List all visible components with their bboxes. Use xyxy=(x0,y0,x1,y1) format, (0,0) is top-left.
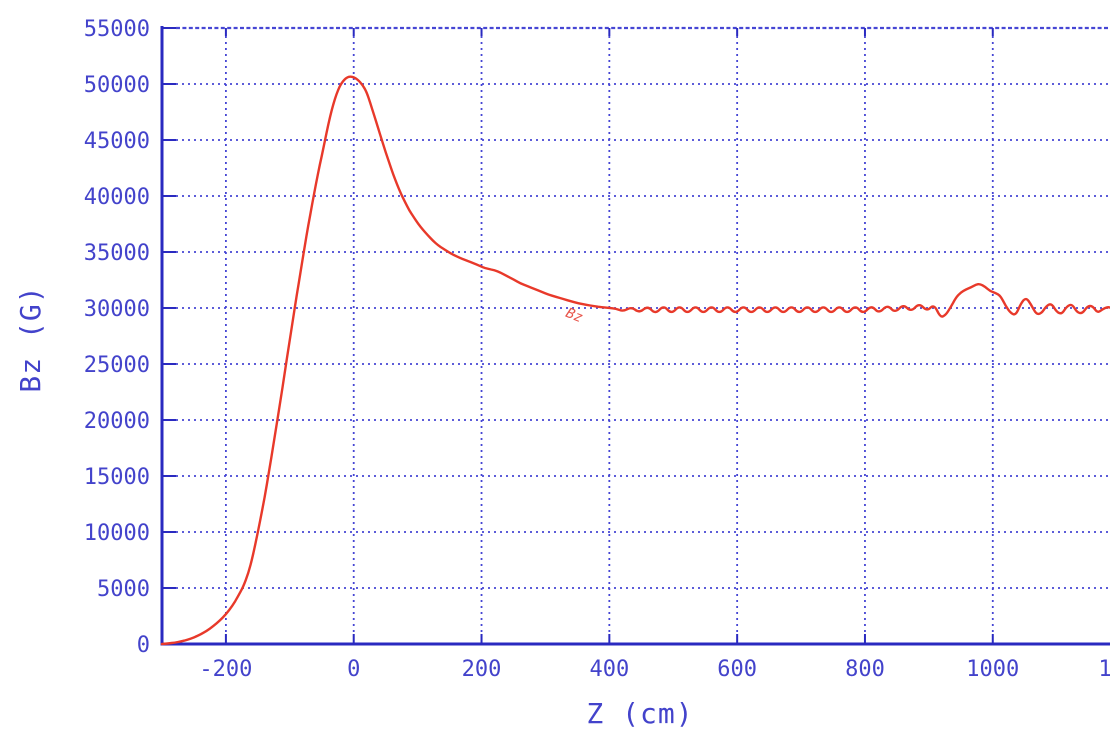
x-axis-title: Z (cm) xyxy=(586,697,694,730)
y-tick-label: 30000 xyxy=(84,297,150,322)
x-tick-label: -200 xyxy=(199,657,252,682)
x-tick-label: 600 xyxy=(717,657,757,682)
x-tick-label: 0 xyxy=(347,657,360,682)
x-tick-label: 200 xyxy=(462,657,502,682)
y-tick-label: 55000 xyxy=(84,17,150,42)
y-tick-label: 45000 xyxy=(84,129,150,154)
y-tick-label: 15000 xyxy=(84,465,150,490)
x-tick-label: 800 xyxy=(845,657,885,682)
y-tick-label: 40000 xyxy=(84,185,150,210)
y-tick-label: 35000 xyxy=(84,241,150,266)
y-tick-label: 0 xyxy=(137,633,150,658)
bz-curve xyxy=(160,75,1110,646)
y-axis-title: Bz (G) xyxy=(14,285,47,393)
y-tick-label: 5000 xyxy=(97,577,150,602)
x-tick-label: 400 xyxy=(589,657,629,682)
y-tick-label: 50000 xyxy=(84,73,150,98)
x-tick-label-partial: 1 xyxy=(1098,657,1110,682)
y-tick-label: 10000 xyxy=(84,521,150,546)
y-tick-label: 20000 xyxy=(84,409,150,434)
x-tick-label: 1000 xyxy=(966,657,1019,682)
y-tick-label: 25000 xyxy=(84,353,150,378)
